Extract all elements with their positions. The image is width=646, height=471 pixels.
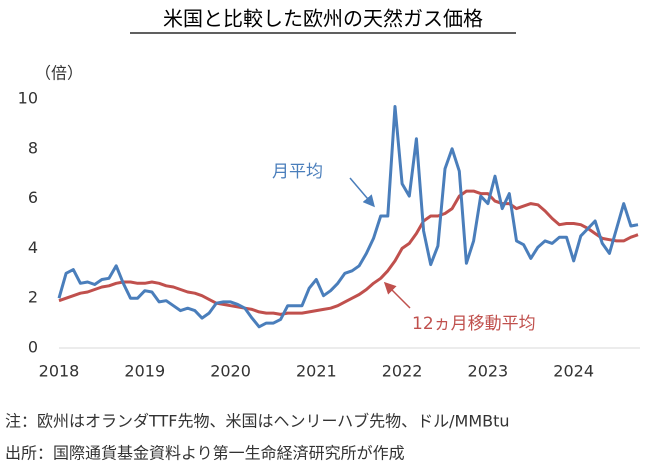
x-tick-label: 2024 [553, 362, 594, 381]
x-tick-label: 2023 [468, 362, 509, 381]
x-tick-label: 2018 [39, 362, 80, 381]
y-axis-label: （倍） [35, 64, 83, 83]
annotation-arrow [349, 177, 375, 208]
y-tick-label: 4 [28, 238, 38, 257]
y-tick-label: 10 [18, 89, 38, 108]
x-tick-label: 2020 [210, 362, 251, 381]
series-line [58, 189, 639, 316]
x-tick-label: 2022 [382, 362, 423, 381]
y-tick-label: 8 [28, 138, 38, 157]
y-tick-label: 0 [28, 338, 38, 357]
x-tick-label: 2019 [124, 362, 165, 381]
annotation: 月平均 [272, 162, 323, 182]
annotation: 12ヵ月移動平均 [412, 314, 536, 334]
note: 出所：国際通貨基金資料より第一生命経済研究所が作成 [5, 444, 405, 463]
annotation-arrow [383, 281, 411, 309]
y-tick-label: 6 [28, 188, 38, 207]
note: 注：欧州はオランダTTF先物、米国はヘンリーハブ先物、ドル/MMBtu [5, 412, 510, 431]
x-tick-label: 2021 [296, 362, 337, 381]
y-tick-label: 2 [28, 288, 38, 307]
chart-title: 米国と比較した欧州の天然ガス価格 [163, 7, 483, 31]
series-line [57, 105, 639, 329]
